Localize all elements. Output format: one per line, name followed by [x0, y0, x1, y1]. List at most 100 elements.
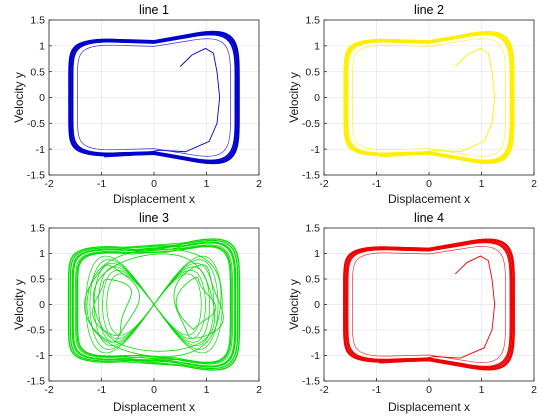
panel-3-tangle-line	[85, 255, 223, 354]
panel-4: line 4 -2 -1 0 1 2 -1.5 -1 -0.5 0 0.5 1 1.5 Displac…	[287, 211, 537, 414]
panel-3-ytick-label: 0	[39, 299, 45, 311]
panel-2: line 2 -2 -1 0 1 2 -1.5 -1 -0.5 0 0.5 1 1.5 Displac…	[287, 3, 537, 206]
panel-3-xtick-label: 1	[204, 384, 210, 396]
panel-1-ytick-label: -1	[36, 144, 45, 156]
panel-2-ytick-label: 1	[314, 40, 320, 52]
panel-2-ytick-label: 0.5	[305, 66, 320, 78]
panel-4-trajectory	[343, 238, 515, 371]
panel-2-trajectory	[343, 31, 515, 164]
panel-3-ytick-label: 1.5	[30, 223, 45, 235]
panel-4-xtick-label: 2	[531, 384, 537, 396]
panel-3-cycle-line	[76, 245, 232, 364]
panel-3-ytick-label: -1.5	[27, 376, 45, 388]
panel-4-ticks: -2 -1 0 1 2 -1.5 -1 -0.5 0 0.5 1 1.5	[302, 223, 537, 396]
panel-1-ytick-label: -0.5	[27, 118, 45, 130]
panel-1-cycle-line	[69, 32, 239, 163]
panel-2-cycle-line	[347, 34, 511, 161]
panel-1-ytick-label: 0	[39, 92, 45, 104]
panel-3-ylabel: Velocity y	[12, 279, 26, 330]
panel-3-inner-loop	[92, 279, 132, 336]
panel-3-trajectory	[67, 238, 241, 371]
panel-3-cycle-line	[73, 242, 235, 367]
panel-3-cycle-line	[68, 238, 240, 371]
panel-1-xlabel: Displacement x	[113, 192, 195, 206]
panel-4-xtick-label: 1	[479, 384, 485, 396]
panel-2-xtick-label: 2	[531, 178, 537, 190]
panel-2-inner-cycle-line	[352, 38, 506, 157]
panel-3-cycle-line	[69, 239, 239, 370]
panel-1-cycle-line	[71, 33, 237, 162]
panel-4-cycle-line	[344, 239, 514, 370]
panel-3-ticks: -2 -1 0 1 2 -1.5 -1 -0.5 0 0.5 1 1.5	[27, 223, 262, 396]
panel-1-xtick-label: -2	[44, 178, 53, 190]
panel-4-ytick-label: -0.5	[302, 325, 320, 337]
panel-4-cycle-line	[347, 242, 511, 367]
panel-4-ytick-label: -1	[311, 350, 320, 362]
panel-3-cycle-line	[71, 241, 237, 368]
panel-4-ytick-label: 1.5	[305, 223, 320, 235]
panel-2-cycle-line	[346, 34, 512, 161]
panel-4-ytick-label: 1	[314, 248, 320, 260]
panel-1: line 1 -2 -1 0 1 2 -1.5 -1 -0.5 0 0.5 1 1.5 Displac…	[12, 3, 262, 206]
panel-1-ytick-label: 1.5	[30, 15, 45, 27]
panel-4-cycle-line	[345, 240, 513, 369]
panel-1-xtick-label: 0	[151, 178, 157, 190]
panel-3-xtick-label: -2	[44, 384, 53, 396]
panel-3-inner-loop	[86, 248, 222, 358]
panel-2-title: line 2	[414, 3, 444, 17]
panel-3-ytick-label: -1	[36, 350, 45, 362]
panel-4-ytick-label: 0.5	[305, 274, 320, 286]
panel-1-ytick-label: 0.5	[30, 66, 45, 78]
panel-3-xlabel: Displacement x	[113, 400, 195, 414]
panel-3-cycle-line	[77, 246, 231, 363]
panel-3-xtick-label: -1	[97, 384, 106, 396]
panel-2-xtick-label: 1	[479, 178, 485, 190]
panel-1-cycle-line	[70, 32, 238, 163]
panel-3-cycle-line	[75, 244, 233, 365]
panel-3-xtick-label: 2	[256, 384, 262, 396]
panel-3-title: line 3	[139, 211, 169, 225]
panel-4-cycle-line	[343, 238, 515, 371]
panel-1-ticks: -2 -1 0 1 2 -1.5 -1 -0.5 0 0.5 1 1.5	[27, 15, 262, 190]
panel-2-xlabel: Displacement x	[388, 192, 470, 206]
panel-1-cycle-line	[68, 30, 240, 165]
panel-1-ylabel: Velocity y	[12, 72, 26, 123]
panel-2-ytick-label: -1	[311, 144, 320, 156]
panel-4-xtick-label: -2	[319, 384, 328, 396]
panel-2-ylabel: Velocity y	[287, 72, 301, 123]
panel-3: line 3 -2 -1 0 1 2 -1.5 -1 -0.5 0 0.5 1 1.5 Displac…	[12, 211, 262, 414]
panel-4-ylabel: Velocity y	[287, 279, 301, 330]
panel-1-ytick-label: 1	[39, 40, 45, 52]
panel-2-xtick-label: -2	[319, 178, 328, 190]
panel-4-xlabel: Displacement x	[388, 400, 470, 414]
panel-3-xtick-label: 0	[151, 384, 157, 396]
panel-3-cycle-line	[67, 238, 241, 371]
panel-2-xtick-label: 0	[426, 178, 432, 190]
panel-2-ytick-label: 1.5	[305, 15, 320, 27]
panel-1-xtick-label: -1	[97, 178, 106, 190]
panel-2-transient-line	[379, 47, 496, 158]
panel-1-title: line 1	[139, 3, 169, 17]
panel-4-inner-cycle-line	[352, 246, 506, 363]
panel-1-xtick-label: 2	[256, 178, 262, 190]
panel-3-ytick-label: -0.5	[27, 325, 45, 337]
panel-2-cycle-line	[343, 31, 515, 164]
panel-2-ticks: -2 -1 0 1 2 -1.5 -1 -0.5 0 0.5 1 1.5	[302, 15, 537, 190]
panel-3-ytick-label: 0.5	[30, 274, 45, 286]
panel-1-inner-cycle-line	[77, 38, 231, 157]
panel-4-ytick-label: -1.5	[302, 376, 320, 388]
panel-1-ytick-label: -1.5	[27, 170, 45, 182]
panel-3-inner-loop	[175, 276, 217, 330]
panel-2-ytick-label: -0.5	[302, 118, 320, 130]
panel-4-title: line 4	[414, 211, 444, 225]
panel-2-ytick-label: -1.5	[302, 170, 320, 182]
panel-1-trajectory	[68, 30, 240, 165]
panel-3-cycle-line	[76, 245, 232, 364]
panel-4-transient-line	[379, 255, 496, 364]
panel-2-ytick-label: 0	[314, 92, 320, 104]
panel-3-ytick-label: 1	[39, 248, 45, 260]
panel-1-transient-line	[104, 47, 221, 158]
panel-2-cycle-line	[345, 32, 513, 163]
